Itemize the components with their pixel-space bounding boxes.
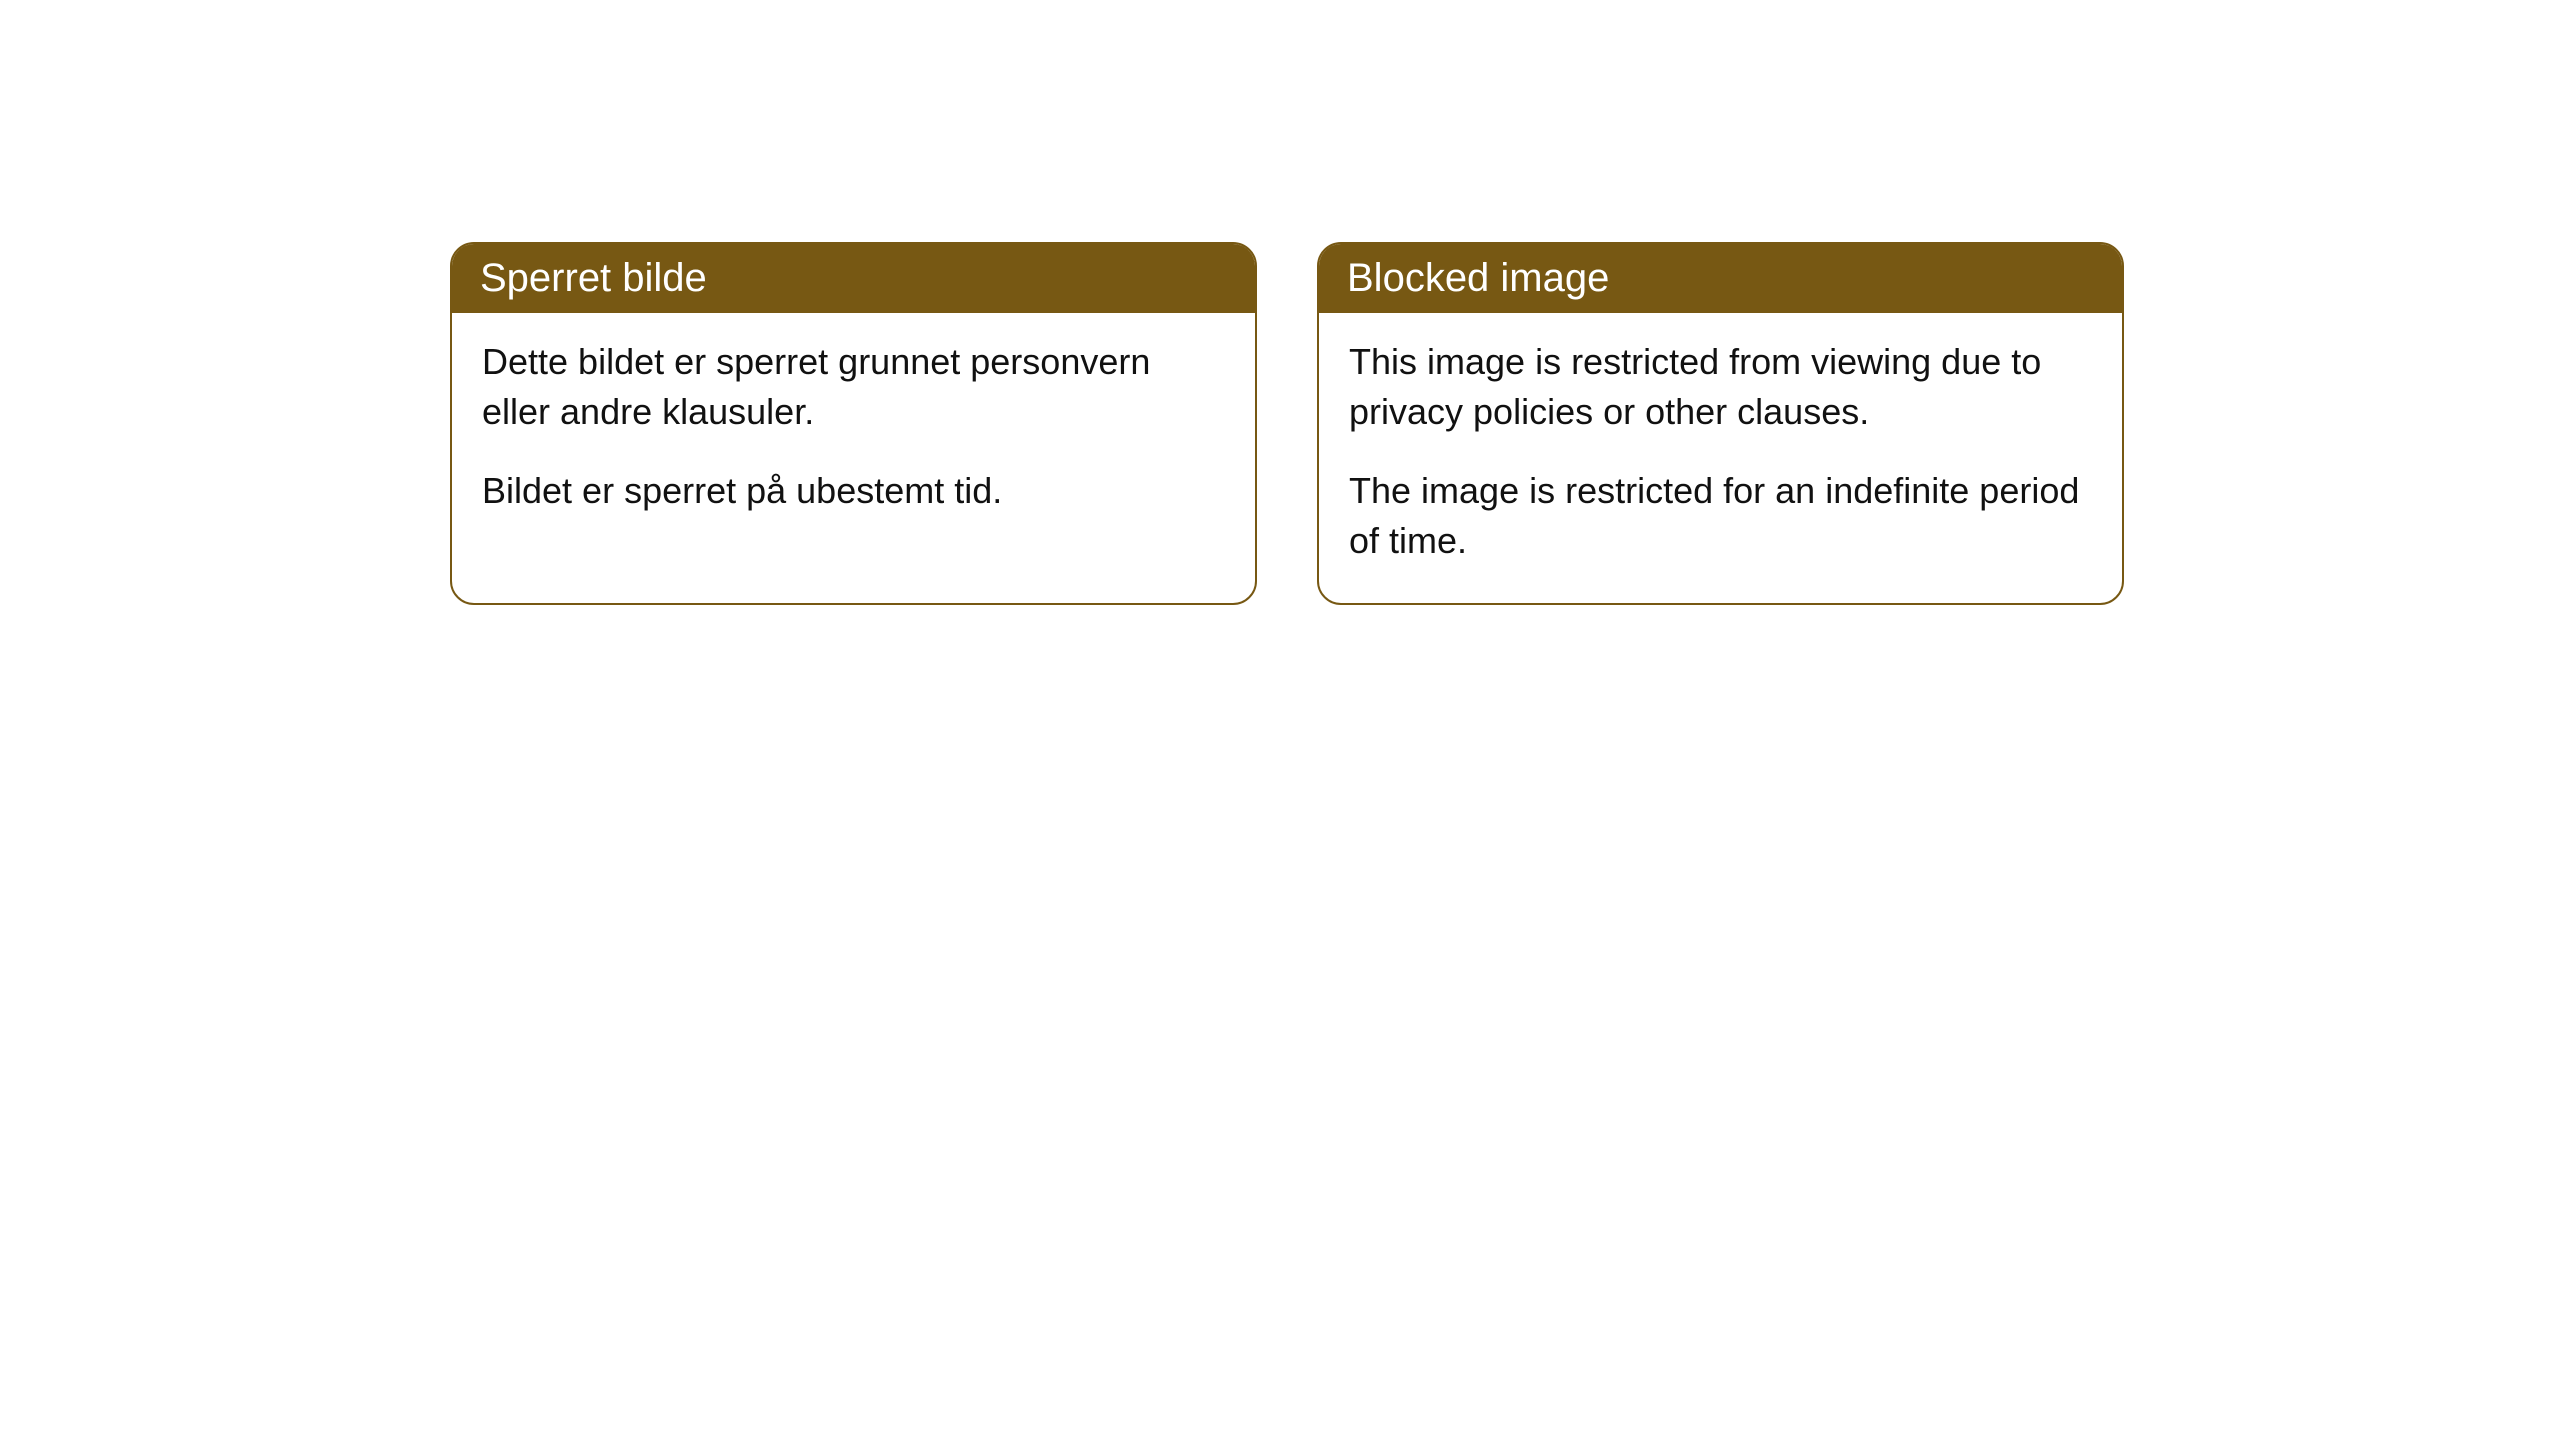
notice-card-norwegian: Sperret bilde Dette bildet er sperret gr… [450, 242, 1257, 605]
card-header: Blocked image [1319, 244, 2122, 313]
card-paragraph: The image is restricted for an indefinit… [1349, 466, 2092, 567]
card-paragraph: Dette bildet er sperret grunnet personve… [482, 337, 1225, 438]
card-paragraph: This image is restricted from viewing du… [1349, 337, 2092, 438]
notice-cards-container: Sperret bilde Dette bildet er sperret gr… [450, 242, 2124, 605]
card-header: Sperret bilde [452, 244, 1255, 313]
card-body: Dette bildet er sperret grunnet personve… [452, 313, 1255, 552]
notice-card-english: Blocked image This image is restricted f… [1317, 242, 2124, 605]
card-title: Sperret bilde [480, 256, 707, 300]
card-paragraph: Bildet er sperret på ubestemt tid. [482, 466, 1225, 516]
card-body: This image is restricted from viewing du… [1319, 313, 2122, 603]
card-title: Blocked image [1347, 256, 1609, 300]
